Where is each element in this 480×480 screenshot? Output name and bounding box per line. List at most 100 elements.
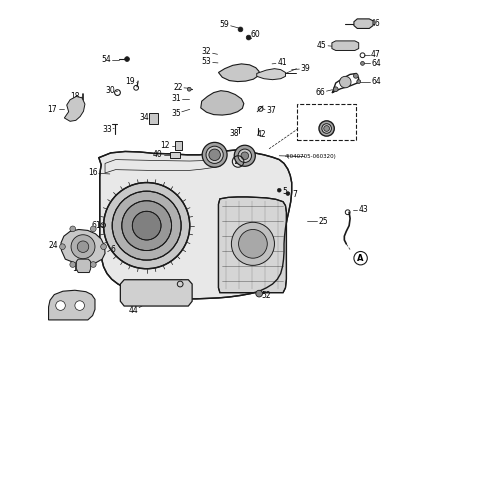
Circle shape: [56, 301, 65, 311]
Text: 4(040705-060320): 4(040705-060320): [285, 154, 336, 159]
Circle shape: [70, 226, 75, 232]
Polygon shape: [218, 197, 287, 293]
FancyBboxPatch shape: [298, 104, 356, 141]
Text: 37: 37: [266, 106, 276, 115]
Circle shape: [256, 290, 263, 297]
Text: 30: 30: [105, 86, 115, 95]
Text: 43: 43: [359, 205, 368, 215]
Text: A: A: [357, 254, 364, 263]
Polygon shape: [120, 280, 192, 306]
Text: 16: 16: [88, 168, 97, 178]
Text: 32: 32: [202, 48, 211, 57]
Circle shape: [209, 149, 220, 160]
Polygon shape: [218, 64, 259, 82]
Text: 36: 36: [228, 74, 237, 83]
Text: (060320-): (060320-): [310, 107, 343, 113]
Text: 23: 23: [205, 145, 215, 155]
Circle shape: [101, 244, 107, 250]
Text: 14: 14: [72, 264, 82, 273]
Circle shape: [90, 226, 96, 232]
Circle shape: [132, 211, 161, 240]
Text: 69: 69: [320, 111, 334, 121]
Text: 58: 58: [167, 283, 176, 292]
Text: 52: 52: [262, 291, 271, 300]
Polygon shape: [257, 69, 286, 80]
Circle shape: [319, 121, 334, 136]
Polygon shape: [149, 113, 157, 124]
Text: 18: 18: [70, 92, 80, 101]
Circle shape: [333, 87, 338, 92]
Circle shape: [104, 182, 190, 269]
Circle shape: [202, 143, 227, 167]
Text: 59: 59: [220, 20, 229, 29]
Polygon shape: [354, 19, 373, 28]
Circle shape: [246, 35, 251, 40]
Text: 19: 19: [126, 77, 135, 85]
Circle shape: [324, 126, 329, 132]
Text: 40: 40: [153, 150, 163, 159]
Text: 24: 24: [48, 241, 58, 250]
Text: 12: 12: [161, 141, 170, 150]
Text: 35: 35: [171, 109, 181, 118]
Polygon shape: [48, 290, 95, 320]
Text: 41: 41: [277, 59, 287, 67]
Text: 64: 64: [371, 77, 381, 86]
Circle shape: [277, 188, 281, 192]
Text: 25: 25: [318, 217, 328, 226]
Text: 22: 22: [173, 83, 182, 92]
Text: 64: 64: [371, 59, 381, 68]
Text: 60: 60: [251, 30, 261, 39]
Text: 17: 17: [48, 105, 57, 114]
Polygon shape: [76, 259, 91, 273]
Circle shape: [353, 73, 358, 78]
Text: 33: 33: [102, 125, 112, 134]
Circle shape: [71, 235, 95, 259]
Polygon shape: [61, 229, 105, 264]
Circle shape: [112, 191, 181, 260]
Circle shape: [234, 145, 255, 166]
Text: 7: 7: [292, 190, 297, 199]
Circle shape: [231, 222, 275, 265]
Polygon shape: [175, 142, 181, 150]
Text: 34: 34: [139, 113, 149, 122]
Polygon shape: [169, 152, 180, 157]
Circle shape: [122, 201, 171, 251]
Text: A: A: [235, 157, 241, 166]
Text: 6: 6: [110, 245, 115, 253]
Text: 53: 53: [202, 58, 211, 66]
Text: 61: 61: [91, 221, 101, 229]
Polygon shape: [201, 91, 244, 115]
Text: 13: 13: [47, 306, 57, 315]
Text: 5: 5: [283, 187, 288, 196]
Circle shape: [241, 152, 249, 159]
Circle shape: [187, 87, 191, 91]
Circle shape: [286, 192, 290, 195]
Polygon shape: [332, 41, 359, 50]
Text: 38: 38: [229, 129, 239, 138]
Circle shape: [357, 80, 360, 84]
Text: 46: 46: [371, 19, 381, 28]
Circle shape: [322, 124, 331, 133]
Text: 31: 31: [171, 94, 180, 103]
Text: 66: 66: [315, 88, 325, 97]
Circle shape: [125, 57, 130, 61]
Polygon shape: [99, 150, 292, 299]
Circle shape: [239, 229, 267, 258]
Text: 39: 39: [300, 64, 311, 73]
Text: 47: 47: [371, 50, 381, 59]
Circle shape: [238, 149, 252, 162]
Text: 54: 54: [101, 55, 111, 64]
Circle shape: [60, 244, 65, 250]
Circle shape: [90, 262, 96, 267]
Circle shape: [75, 301, 84, 311]
Circle shape: [206, 146, 223, 163]
Text: 42: 42: [257, 130, 266, 139]
Circle shape: [339, 76, 351, 88]
Text: 44: 44: [129, 306, 139, 315]
Text: 45: 45: [317, 41, 327, 50]
Circle shape: [70, 262, 75, 267]
Circle shape: [238, 27, 243, 32]
Circle shape: [77, 241, 89, 252]
Circle shape: [360, 61, 364, 65]
Polygon shape: [64, 96, 85, 121]
